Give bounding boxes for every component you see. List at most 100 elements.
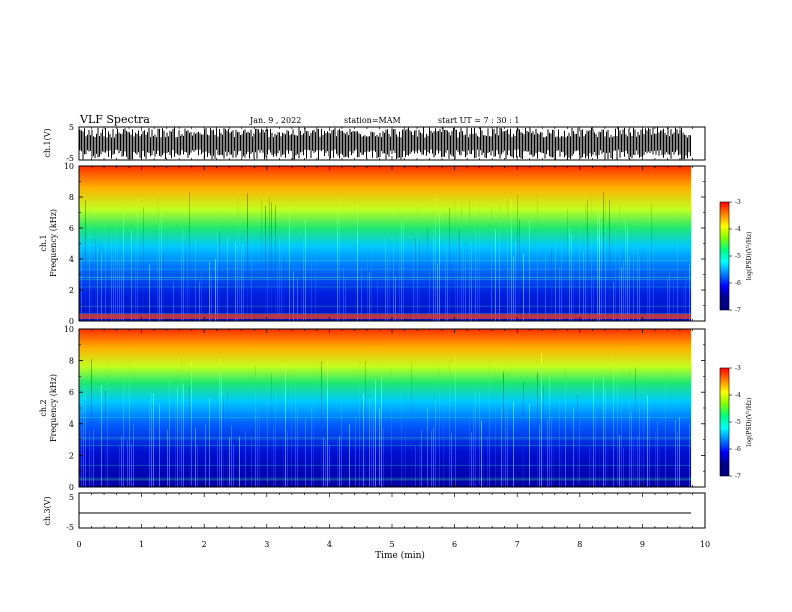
spectrogram-streak	[653, 250, 654, 321]
spectrogram-streak	[667, 279, 668, 321]
spectrogram-streak	[191, 360, 192, 487]
spectrogram-streak	[361, 268, 362, 321]
spectrogram-streak	[123, 376, 124, 487]
spectrogram-streak	[183, 229, 184, 321]
spectrogram-streak	[579, 222, 580, 321]
spectrogram-streak	[83, 376, 84, 487]
spectrogram-streak	[677, 213, 678, 321]
ch2-spectrogram-channel-label: ch.2	[39, 399, 48, 416]
spectrogram-streak	[495, 229, 496, 321]
spectrogram-streak	[257, 409, 258, 487]
spectrogram-streak	[369, 398, 370, 487]
spectrogram-streak	[241, 245, 242, 321]
spectrogram-streak	[339, 197, 340, 321]
spectrogram-streak	[177, 386, 178, 487]
spectrogram-streak	[593, 274, 594, 321]
spectrogram-streak	[387, 257, 388, 321]
spectrogram-streak	[603, 192, 604, 321]
spectrogram-streak	[647, 395, 648, 487]
spectrogram-streak	[633, 226, 634, 321]
ch2-spectrogram-streaks	[79, 353, 691, 487]
spectrogram-streak	[189, 386, 190, 487]
spectrogram-streak	[321, 361, 322, 487]
spectrogram-streak	[459, 229, 460, 321]
ch1-spectrogram-streaks	[79, 192, 691, 321]
spectrogram-streak	[415, 445, 416, 487]
spectrogram-streak	[593, 377, 594, 487]
colorbar-ch1: -3 -4 -5 -6 -7 log(PSD)(V²/Hz)	[719, 199, 753, 314]
spectrogram-streak	[251, 437, 252, 487]
y-tick-label: 0	[69, 317, 74, 326]
ch3-waveform-frame	[78, 492, 706, 529]
spectrogram-streak	[153, 393, 154, 487]
spectrogram-streak	[505, 401, 506, 487]
spectrogram-streak	[465, 251, 466, 321]
spectrogram-streak	[323, 438, 324, 487]
y-tick-label: 10	[64, 162, 74, 171]
spectrogram-streak	[181, 355, 182, 487]
spectrogram-streak	[167, 429, 168, 487]
spectrogram-streak	[589, 447, 590, 487]
spectrogram-streak	[591, 192, 592, 321]
station-label: station=MAM	[344, 116, 401, 125]
spectrogram-streak	[439, 213, 440, 321]
spectrogram-streak	[555, 242, 556, 321]
spectrogram-streak	[605, 387, 606, 487]
spectrogram-streak	[369, 272, 370, 321]
spectrogram-streak	[509, 266, 510, 321]
spectrogram-streak	[297, 278, 298, 321]
spectrogram-streak	[601, 222, 602, 321]
spectrogram-streak	[245, 430, 246, 487]
y-tick-label: 6	[69, 388, 74, 397]
colorbar-tick-label: -7	[735, 307, 741, 314]
spectrogram-streak	[419, 442, 420, 487]
spectrogram-streak	[579, 420, 580, 487]
spectrogram-streak	[473, 384, 474, 487]
spectrogram-streak	[373, 389, 374, 487]
spectrogram-streak	[283, 420, 284, 487]
colorbar-tick-label: -4	[735, 226, 741, 233]
spectrogram-streak	[119, 258, 120, 321]
spectrogram-streak	[685, 275, 686, 321]
spectrogram-streak	[689, 422, 690, 487]
x-axis-label: Time (min)	[375, 550, 425, 561]
spectrogram-streak	[587, 199, 588, 321]
spectrogram-streak	[507, 373, 508, 487]
ch1-tick-bottom: -5	[66, 154, 74, 163]
spectrogram-streak	[221, 373, 222, 487]
spectrogram-streak	[149, 264, 150, 321]
spectrogram-streak	[327, 361, 328, 487]
spectrogram-streak	[337, 439, 338, 487]
spectrogram-streak	[251, 220, 252, 321]
spectrogram-streak	[269, 197, 270, 321]
spectrogram-streak	[491, 206, 492, 321]
spectrogram-streak	[211, 273, 212, 321]
spectrogram-streak	[243, 243, 244, 321]
spectrogram-streak	[569, 228, 570, 321]
spectrogram-streak	[379, 407, 380, 487]
spectrogram-streak	[169, 375, 170, 487]
x-tick-label: 4	[327, 540, 332, 549]
spectrogram-streak	[679, 417, 680, 487]
spectrogram-streak	[91, 262, 92, 321]
spectrogram-streak	[401, 221, 402, 321]
spectrogram-streak	[433, 212, 434, 321]
panel-ch1-waveform: 5 -5 ch.1(V)	[43, 123, 706, 163]
spectrogram-streak	[627, 227, 628, 321]
spectrogram-streak	[449, 207, 450, 321]
spectrogram-streak	[313, 365, 314, 487]
spectrogram-streak	[189, 192, 190, 321]
spectrogram-streak	[629, 256, 630, 321]
colorbar-tick-label: -5	[735, 253, 741, 260]
x-tick-label: 9	[640, 540, 645, 549]
spectrogram-streak	[149, 399, 150, 487]
spectrogram-streak	[209, 398, 210, 487]
spectrogram-streak	[599, 213, 600, 321]
spectrogram-streak	[475, 226, 476, 321]
spectrogram-streak	[529, 220, 530, 321]
spectrogram-streak	[523, 381, 524, 487]
x-tick-label: 7	[515, 540, 520, 549]
spectrogram-streak	[365, 361, 366, 487]
spectrogram-streak	[199, 281, 200, 321]
spectrogram-streak	[511, 198, 512, 321]
